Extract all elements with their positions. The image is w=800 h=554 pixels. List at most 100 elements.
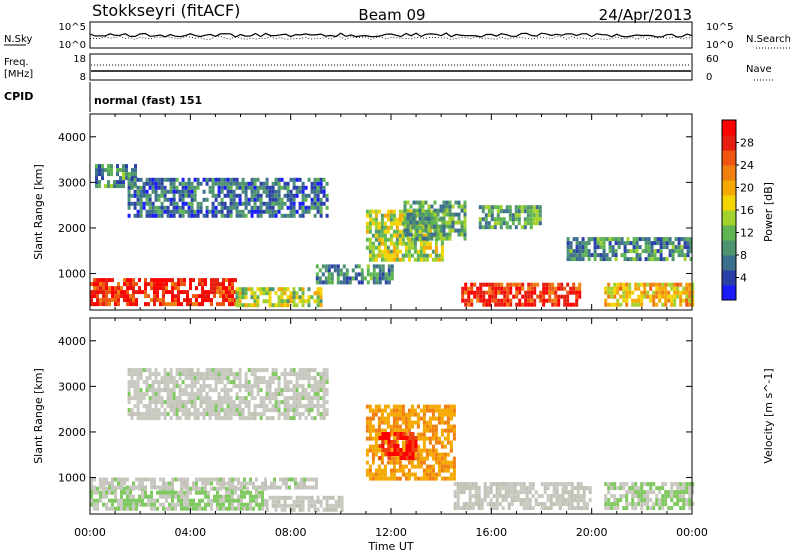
power-cell bbox=[410, 209, 414, 214]
velocity-cell bbox=[561, 498, 565, 503]
velocity-cell bbox=[295, 499, 299, 504]
velocity-cell bbox=[474, 498, 478, 503]
velocity-cell bbox=[625, 494, 629, 499]
power-cell bbox=[572, 249, 576, 254]
velocity-cell bbox=[483, 490, 487, 495]
power-cell bbox=[135, 290, 138, 295]
power-cell bbox=[625, 298, 629, 303]
velocity-cell bbox=[231, 498, 234, 503]
power-cell bbox=[614, 237, 618, 242]
velocity-cell bbox=[222, 481, 225, 486]
velocity-cell bbox=[205, 368, 209, 373]
velocity-cell bbox=[304, 408, 308, 413]
velocity-cell bbox=[123, 481, 126, 486]
velocity-cell bbox=[411, 436, 415, 440]
velocity-cell bbox=[285, 481, 288, 486]
power-cell bbox=[387, 272, 391, 277]
power-cell bbox=[619, 282, 623, 287]
velocity-cell bbox=[271, 499, 275, 504]
velocity-cell bbox=[298, 400, 302, 405]
velocity-cell bbox=[301, 499, 305, 504]
velocity-cell bbox=[425, 424, 429, 429]
velocity-cell bbox=[425, 420, 429, 425]
power-cell bbox=[213, 286, 216, 291]
velocity-cell bbox=[168, 481, 171, 486]
velocity-cell bbox=[558, 494, 562, 499]
power-cell bbox=[154, 177, 158, 182]
velocity-cell bbox=[408, 444, 412, 448]
velocity-cell bbox=[240, 481, 243, 486]
velocity-cell bbox=[386, 424, 390, 429]
velocity-cell bbox=[238, 408, 242, 413]
velocity-cell bbox=[175, 412, 179, 417]
velocity-cell bbox=[313, 376, 317, 381]
power-cell bbox=[114, 294, 117, 299]
velocity-cell bbox=[132, 485, 135, 490]
velocity-cell bbox=[295, 392, 299, 397]
freq-left-tick-top: 18 bbox=[73, 54, 86, 65]
power-cell bbox=[301, 197, 305, 202]
power-cell bbox=[189, 278, 192, 283]
velocity-cell bbox=[625, 506, 629, 511]
velocity-cell bbox=[172, 388, 176, 393]
power-cell bbox=[204, 298, 207, 303]
power-cell bbox=[289, 177, 293, 182]
velocity-cell bbox=[241, 396, 245, 401]
power-cell bbox=[499, 217, 503, 222]
velocity-cell bbox=[169, 396, 173, 401]
power-cell bbox=[631, 298, 635, 303]
velocity-cell bbox=[462, 482, 466, 487]
velocity-cell bbox=[390, 452, 394, 456]
velocity-cell bbox=[283, 396, 287, 401]
velocity-cell bbox=[425, 404, 429, 409]
power-cell bbox=[626, 241, 630, 246]
power-cell bbox=[629, 257, 633, 262]
power-cell bbox=[479, 282, 483, 287]
power-cell bbox=[554, 290, 558, 295]
velocity-cell bbox=[453, 506, 457, 511]
velocity-region bbox=[265, 495, 344, 512]
velocity-cell bbox=[368, 428, 372, 433]
velocity-cell bbox=[368, 436, 372, 441]
velocity-cell bbox=[440, 468, 444, 473]
power-cell bbox=[292, 205, 296, 210]
velocity-cell bbox=[235, 412, 239, 417]
power-cell bbox=[277, 303, 281, 308]
velocity-cell bbox=[153, 477, 156, 482]
velocity-cell bbox=[177, 490, 180, 495]
velocity-cell bbox=[280, 507, 284, 512]
velocity-cell bbox=[123, 498, 126, 503]
power-cell bbox=[165, 282, 168, 287]
power-cell bbox=[93, 290, 96, 295]
velocity-cell bbox=[405, 436, 409, 440]
power-cell bbox=[650, 241, 654, 246]
power-cell bbox=[90, 290, 93, 295]
velocity-cell bbox=[135, 502, 138, 507]
velocity-cell bbox=[401, 404, 405, 409]
velocity-cell bbox=[453, 490, 457, 495]
power-cell bbox=[339, 280, 343, 285]
velocity-cell bbox=[196, 412, 200, 417]
velocity-cell bbox=[504, 494, 508, 499]
power-cell bbox=[162, 298, 165, 303]
power-cell bbox=[490, 209, 494, 214]
power-cell bbox=[163, 197, 167, 202]
power-cell bbox=[301, 201, 305, 206]
power-cell bbox=[180, 290, 183, 295]
power-cell bbox=[442, 212, 446, 217]
power-cell bbox=[557, 286, 561, 291]
velocity-cell bbox=[555, 486, 559, 491]
velocity-region bbox=[453, 482, 592, 511]
power-cell bbox=[517, 213, 521, 218]
power-cell bbox=[208, 209, 212, 214]
power-cell bbox=[371, 221, 375, 226]
velocity-cell bbox=[522, 498, 526, 503]
velocity-cell bbox=[685, 498, 689, 503]
power-cell bbox=[428, 253, 432, 258]
velocity-cell bbox=[410, 424, 414, 429]
power-cell bbox=[422, 241, 426, 246]
velocity-cell bbox=[401, 468, 405, 473]
power-cell bbox=[535, 205, 539, 210]
velocity-cell bbox=[398, 412, 402, 417]
velocity-cell bbox=[667, 494, 671, 499]
